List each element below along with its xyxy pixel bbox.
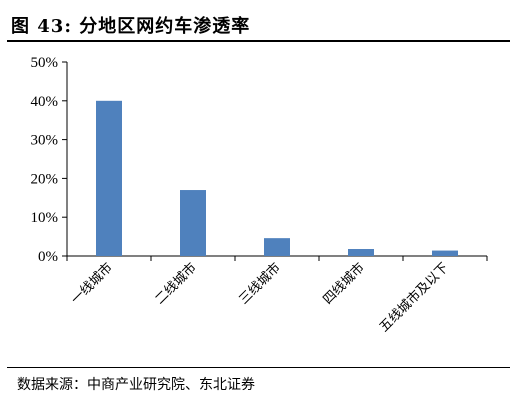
- x-category-label: 五线城市及以下: [376, 260, 452, 336]
- figure-title: 图 43: 分地区网约车渗透率: [11, 16, 251, 37]
- y-tick-label: 50%: [31, 55, 59, 71]
- bar: [264, 238, 290, 256]
- figure-source: 数据来源：中商产业研究院、东北证券: [17, 377, 255, 393]
- bar: [432, 250, 458, 256]
- x-category-label: 二线城市: [152, 260, 200, 308]
- bar: [96, 100, 122, 256]
- source-bar: 数据来源：中商产业研究院、东北证券: [7, 367, 510, 397]
- x-category-label: 一线城市: [68, 260, 116, 308]
- x-category-label: 四线城市: [320, 260, 368, 308]
- bar: [180, 190, 206, 256]
- y-tick-label: 30%: [31, 133, 59, 149]
- bar: [348, 249, 374, 256]
- y-tick-label: 10%: [31, 210, 59, 226]
- title-bar: 图 43: 分地区网约车渗透率: [7, 12, 510, 42]
- y-tick-label: 0%: [38, 249, 58, 265]
- x-category-label: 三线城市: [236, 260, 284, 308]
- y-tick-label: 40%: [31, 94, 59, 110]
- y-tick-label: 20%: [31, 171, 59, 187]
